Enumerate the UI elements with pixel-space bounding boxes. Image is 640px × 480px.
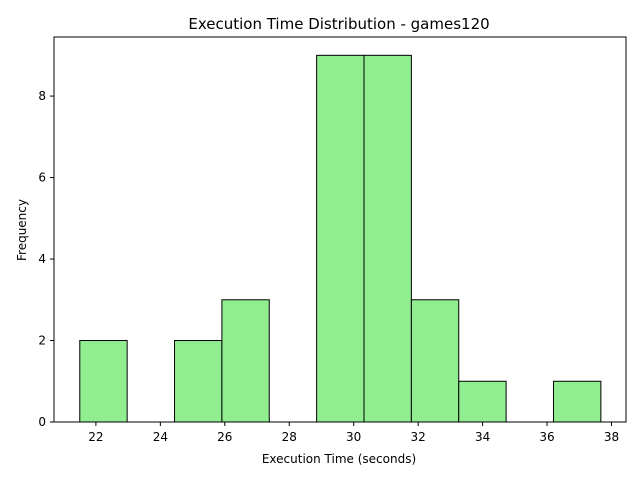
histogram-bar-10 — [552, 380, 602, 423]
x-axis-label: Execution Time (seconds) — [262, 452, 416, 466]
x-tick-label-4: 30 — [346, 430, 361, 444]
bars-group — [79, 54, 602, 423]
y-tick-label-2: 4 — [38, 252, 46, 266]
histogram-bar-5 — [316, 54, 365, 423]
y-tick-label-3: 6 — [38, 171, 46, 185]
histogram-bar-6 — [363, 54, 412, 423]
x-tick-label-3: 28 — [282, 430, 297, 444]
x-tick-label-6: 34 — [475, 430, 490, 444]
y-tick-label-0: 0 — [38, 415, 46, 429]
histogram-bar-8 — [458, 380, 507, 423]
y-tick-label-1: 2 — [38, 334, 46, 348]
y-axis-label: Frequency — [15, 199, 29, 261]
x-tick-label-0: 22 — [88, 430, 103, 444]
x-tick-label-1: 24 — [153, 430, 168, 444]
histogram-bar-0 — [79, 340, 128, 423]
histogram-bar-7 — [410, 299, 460, 423]
y-tick-label-4: 8 — [38, 89, 46, 103]
x-axis-ticks: 22 24 26 28 30 32 34 36 38 — [88, 422, 619, 444]
chart-title: Execution Time Distribution - games120 — [188, 15, 489, 33]
x-tick-label-2: 26 — [217, 430, 232, 444]
y-axis-ticks: 0 2 4 6 8 — [38, 89, 54, 429]
plot-frame — [53, 36, 627, 423]
histogram-bar-3 — [221, 299, 270, 423]
histogram-bar-2 — [174, 340, 223, 423]
x-tick-label-7: 36 — [539, 430, 554, 444]
x-tick-label-8: 38 — [604, 430, 619, 444]
x-tick-label-5: 32 — [411, 430, 426, 444]
